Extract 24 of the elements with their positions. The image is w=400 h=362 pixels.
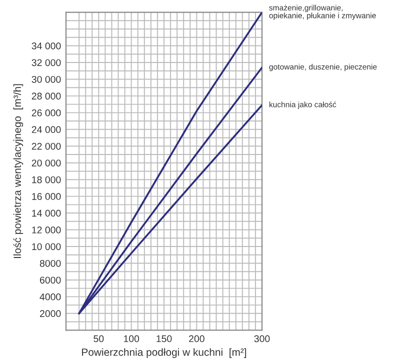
y-tick-label: 28 000	[32, 92, 61, 100]
x-tick-label: 300	[254, 335, 270, 342]
y-tick-label: 6000	[40, 276, 61, 284]
y-tick-label: 22 000	[32, 142, 61, 150]
y-tick-label: 24 000	[32, 126, 61, 134]
y-tick-label: 32 000	[32, 59, 61, 66]
y-tick-label: 18 000	[32, 176, 61, 184]
y-tick-label: 26 000	[32, 109, 61, 116]
y-tick-label: 16 000	[32, 193, 61, 200]
y-tick-label: 8000	[40, 260, 61, 267]
x-tick-label: 150	[156, 335, 172, 342]
y-tick-label: 14 000	[32, 210, 61, 217]
y-tick-label: 20 000	[32, 160, 61, 166]
y-tick-label: 2000	[40, 310, 61, 318]
x-tick-label: 50	[94, 335, 104, 342]
y-tick-label: 10 000	[32, 243, 61, 250]
x-tick-label: 200	[189, 335, 204, 342]
x-axis-title: Powierzchnia podłogi w kuchni [m²]	[82, 348, 246, 358]
x-tick-label: 100	[124, 335, 140, 342]
y-tick-label: 30 000	[32, 76, 61, 83]
y-tick-label: 12 000	[32, 226, 61, 234]
y-tick-label: 4000	[40, 293, 61, 300]
y-tick-label: 34 000	[32, 42, 61, 50]
y-axis-title: Ilość powietrza wentylacyjnego [m³/h]	[13, 84, 24, 258]
